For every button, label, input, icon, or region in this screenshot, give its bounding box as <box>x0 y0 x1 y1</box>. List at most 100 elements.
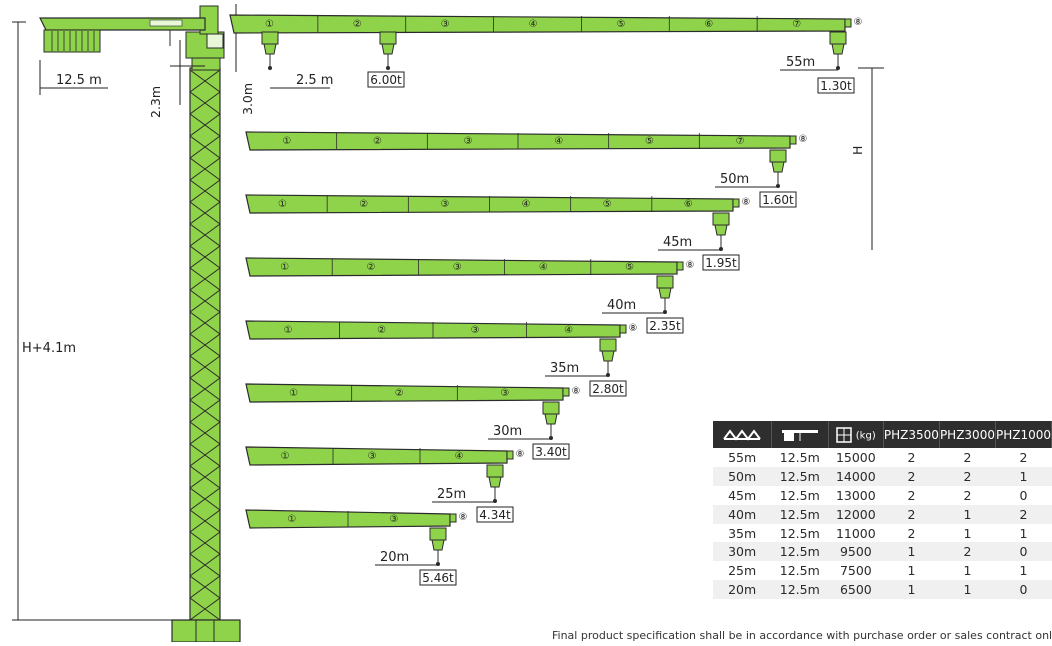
hook-block <box>486 464 504 503</box>
hook-block <box>429 527 447 566</box>
table-row: 20m 12.5m 6500 1 1 0 <box>713 580 1052 600</box>
section-number: ③ <box>440 199 449 210</box>
section-number: ③ <box>500 388 509 399</box>
tower-base <box>171 619 241 643</box>
tip-section-number: ⑧ <box>742 197 751 208</box>
cell: 12.5m <box>779 487 820 503</box>
jib-body: ① ② ③ ④ ⑧ <box>245 320 638 340</box>
height-label: H <box>850 146 865 155</box>
section-number: ⑦ <box>736 136 745 147</box>
jib-body: ① ② ③ ④ ⑤ ⑧ <box>245 257 694 277</box>
hook-block <box>379 31 397 70</box>
section-number: ④ <box>554 136 563 147</box>
cell: 0 <box>995 542 1052 562</box>
section-number: ① <box>289 388 298 399</box>
cell: 1 <box>995 466 1052 486</box>
counterweight-block <box>43 29 101 53</box>
section-number: ④ <box>564 325 573 336</box>
section-number: ⑥ <box>684 199 693 210</box>
max-load-box-text: 6.00t <box>370 73 402 87</box>
cell: 2 <box>883 504 940 524</box>
load-box-text: 1.60t <box>762 193 794 207</box>
jib-config: ① ② ③ ⑧ 3.40t 30m <box>245 383 581 460</box>
section-number: ③ <box>464 136 473 147</box>
table-row: 40m 12.5m 12000 2 1 2 <box>713 504 1052 524</box>
cell: 2 <box>939 542 996 562</box>
cell: 6500 <box>828 580 884 600</box>
load-box: 2.80t <box>589 380 627 397</box>
section-number: ⑥ <box>704 19 713 30</box>
cell: 12000 <box>828 504 884 524</box>
section-number: ② <box>373 136 382 147</box>
top-radius-label: 55m <box>786 55 815 70</box>
cell: 1 <box>939 504 996 524</box>
cell: 12.5m <box>771 466 829 486</box>
hook-block <box>829 31 847 70</box>
counter-jib <box>39 17 206 53</box>
load-box: 3.40t <box>532 443 570 460</box>
tower-top-dimension: 2.3m <box>148 86 163 118</box>
section-number: ② <box>395 388 404 399</box>
cell: 2 <box>907 487 916 503</box>
hook-block <box>599 338 617 377</box>
spec-table: (kg) PHZ3500 PHZ3000 PHZ1000 55m 12.5m 150… <box>713 421 1052 600</box>
tip-section-number: ⑧ <box>572 386 581 397</box>
section-number: ④ <box>529 19 538 30</box>
cell: 7500 <box>839 563 872 579</box>
jib-length-icon <box>723 429 761 441</box>
load-box: 2.35t <box>646 317 684 334</box>
jib-config: ① ② ③ ④ ⑤ ⑦ ⑧ 1.60t 50m <box>245 131 808 208</box>
section-number: ② <box>377 325 386 336</box>
tip-section-number: ⑧ <box>629 323 638 334</box>
tip-section-number: ⑧ <box>799 134 808 145</box>
hook-offset-dimension: 2.5 m <box>296 73 333 88</box>
cell: 1 <box>907 563 916 579</box>
section-number: ③ <box>441 19 450 30</box>
cell: 12.5m <box>771 542 829 562</box>
max-load-box: 6.00t <box>367 71 405 88</box>
cell: 12.5m <box>779 563 820 579</box>
section-number: ② <box>353 19 362 30</box>
cell: 2 <box>963 487 972 503</box>
cell: 2 <box>963 449 972 465</box>
load-box-text: 2.35t <box>649 319 681 333</box>
section-number: ③ <box>389 514 398 525</box>
cell: 14000 <box>828 466 884 486</box>
section-number: ⑦ <box>792 19 801 30</box>
cell: 1 <box>939 580 996 600</box>
section-number: ① <box>265 19 274 30</box>
top-jib: ① ② ③ ④ ⑤ ⑥ ⑦ ⑧ 6.00t 1.30t 55m <box>229 14 863 94</box>
counterweight-header: (kg) <box>828 421 884 448</box>
counter-jib-header <box>771 421 829 448</box>
cell: 25m <box>728 563 757 579</box>
jib-config: ① ② ③ ④ ⑤ ⑧ 2.35t 40m <box>245 257 694 334</box>
load-box-text: 1.95t <box>705 256 737 270</box>
section-number: ⑤ <box>625 262 634 273</box>
cell: 2 <box>883 466 940 486</box>
section-number: ③ <box>368 451 377 462</box>
table-row: 30m 12.5m 9500 1 2 0 <box>713 542 1052 562</box>
footnote: Final product specification shall be in … <box>552 629 1052 642</box>
cell: 1 <box>883 542 940 562</box>
jib-config: ① ③ ④ ⑧ 4.34t 25m <box>245 446 524 523</box>
tip-section-number: ⑧ <box>854 17 863 28</box>
table-row: 45m 12.5m 13000 2 2 0 <box>713 486 1052 505</box>
cell: 0 <box>1019 487 1028 503</box>
cell: 50m <box>713 466 772 486</box>
apex-dimension: 3.0m <box>240 83 255 115</box>
jib-length-header <box>713 421 772 448</box>
jib-config: ① ③ ⑧ 5.46t 20m <box>245 509 468 586</box>
counterweight-icon <box>836 426 852 443</box>
cell: 55m <box>728 449 757 465</box>
top-tip-load-box-text: 1.30t <box>820 79 852 93</box>
counter-jib-icon <box>781 429 818 441</box>
hook-block <box>656 275 674 314</box>
section-number: ⑤ <box>616 19 625 30</box>
section-number: ④ <box>539 262 548 273</box>
table-row: 55m 12.5m 15000 2 2 2 <box>713 448 1052 467</box>
load-box: 1.95t <box>702 254 740 271</box>
cell: 2 <box>995 504 1052 524</box>
tip-section-number: ⑧ <box>459 512 468 523</box>
jib-body: ① ③ ④ ⑧ <box>245 446 524 466</box>
